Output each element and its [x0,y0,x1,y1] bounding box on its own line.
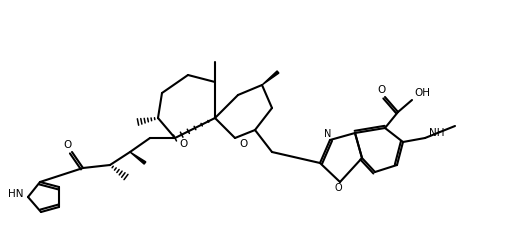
Text: N: N [324,129,331,139]
Text: O: O [334,183,342,193]
Text: O: O [239,139,247,149]
Text: O: O [377,85,385,95]
Polygon shape [262,71,279,85]
Polygon shape [130,152,146,164]
Text: NH: NH [429,128,445,138]
Text: O: O [179,139,187,149]
Text: OH: OH [414,88,430,98]
Text: HN: HN [8,189,23,199]
Text: O: O [63,140,71,150]
